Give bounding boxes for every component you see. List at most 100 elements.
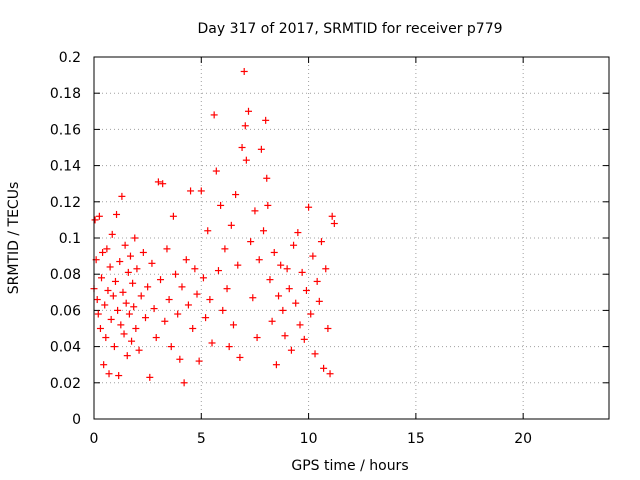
data-point [262, 116, 270, 124]
data-point [255, 256, 263, 264]
data-point [174, 310, 182, 318]
y-tick-label: 0.04 [50, 340, 81, 356]
x-tick-label: 5 [197, 431, 206, 447]
data-point [257, 145, 265, 153]
data-point [197, 187, 205, 195]
data-point [107, 315, 115, 323]
data-point [135, 346, 143, 354]
data-point [131, 234, 139, 242]
data-point [240, 67, 248, 75]
data-point [208, 339, 216, 347]
data-point [324, 325, 332, 332]
y-tick-label: 0.16 [50, 122, 81, 138]
y-tick-label: 0.08 [50, 267, 81, 283]
data-point [121, 241, 129, 249]
data-point [227, 221, 235, 229]
data-point [99, 248, 107, 256]
data-point [122, 299, 130, 307]
data-point [133, 265, 141, 273]
data-point [120, 330, 128, 338]
data-point [113, 210, 121, 218]
data-point [225, 343, 233, 351]
data-point [253, 334, 261, 342]
data-point [270, 248, 278, 256]
data-point [199, 274, 207, 282]
data-point [172, 270, 180, 278]
data-point [328, 212, 336, 220]
data-point [204, 227, 212, 235]
data-point [281, 332, 289, 340]
data-point [275, 292, 283, 300]
data-point [144, 283, 152, 291]
axes: 0 0.02 0.04 0.06 0.08 0.1 0.12 0.14 0.16 0.18 0.2 0… [50, 50, 609, 447]
x-tick-label: 20 [514, 431, 532, 447]
data-point [260, 227, 268, 235]
plot-frame [93, 56, 610, 420]
data-point [191, 265, 199, 273]
x-tick-label: 10 [300, 431, 318, 447]
data-point [210, 111, 218, 119]
data-point [330, 220, 338, 228]
data-point [157, 276, 165, 284]
data-point [292, 299, 300, 307]
data-point [232, 191, 240, 199]
data-point [178, 283, 186, 291]
data-point [150, 305, 158, 313]
data-point [148, 259, 156, 267]
data-point [115, 372, 123, 380]
data-point [320, 364, 328, 372]
y-tick-label: 0.12 [50, 195, 81, 211]
y-tick-label: 0.14 [50, 159, 81, 175]
y-tick-label: 0.1 [59, 231, 81, 247]
data-point [268, 317, 276, 325]
data-point [290, 241, 298, 249]
data-point [221, 245, 229, 253]
data-point [98, 274, 106, 282]
data-point [100, 361, 108, 369]
data-point [161, 317, 169, 325]
data-point [294, 229, 302, 237]
data-point [234, 261, 242, 269]
y-tick-label: 0.02 [50, 376, 81, 392]
data-point [119, 288, 127, 296]
data-point [236, 353, 244, 361]
data-point [109, 292, 117, 300]
x-tick-label: 15 [407, 431, 425, 447]
data-point [195, 357, 203, 365]
data-point [302, 286, 310, 294]
data-point [95, 212, 103, 220]
data-point [272, 361, 280, 369]
data-point [108, 230, 116, 238]
data-point [189, 325, 197, 332]
data-point [206, 296, 214, 304]
data-point [300, 335, 308, 343]
data-point [217, 201, 225, 209]
data-point [94, 310, 102, 318]
data-point [126, 252, 134, 260]
data-point [176, 355, 184, 363]
data-point [137, 292, 145, 300]
data-point [326, 370, 334, 378]
data-point [305, 203, 313, 211]
data-point [287, 346, 295, 354]
data-point [159, 180, 167, 188]
data-point [167, 343, 175, 351]
data-point [277, 261, 285, 269]
data-point [223, 285, 231, 293]
data-point [152, 334, 160, 342]
data-point [163, 245, 171, 253]
data-point [238, 144, 246, 151]
data-point [322, 265, 330, 273]
data-point [142, 314, 149, 322]
data-point [264, 201, 272, 209]
data-point [111, 277, 119, 285]
data-point [266, 276, 274, 284]
y-tick-label: 0 [72, 412, 81, 428]
data-point [317, 238, 325, 246]
data-point [180, 379, 188, 387]
data-point [298, 268, 306, 276]
data-point [245, 107, 252, 115]
data-point [311, 350, 319, 358]
data-point [101, 301, 109, 309]
